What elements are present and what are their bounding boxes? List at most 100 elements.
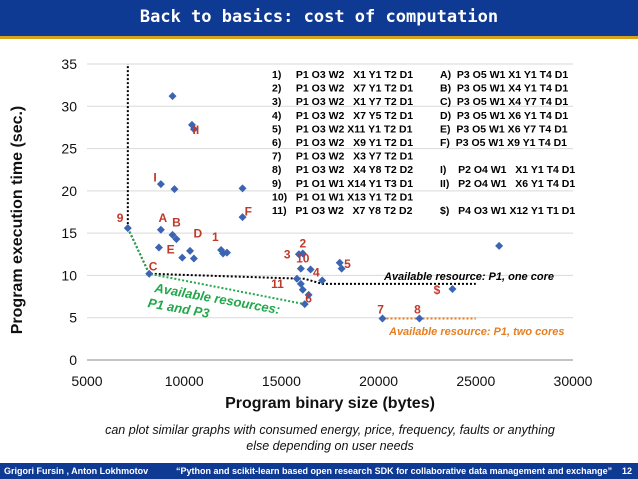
frontier-p1-p3-line (126, 227, 305, 306)
legend-right-entry: $) P4 O3 W1 X12 Y1 T1 D1 (440, 205, 575, 217)
legend-left-entry: 2) P1 O3 W2 X7 Y1 T2 D1 (272, 83, 413, 95)
y-tick-label: 0 (69, 352, 77, 368)
data-point (318, 276, 327, 285)
data-point (304, 290, 313, 299)
data-point (189, 254, 198, 263)
point-label: 5 (344, 257, 351, 271)
data-point (306, 265, 315, 274)
data-point (238, 213, 247, 222)
point-label: 11 (271, 277, 284, 291)
point-label: E (167, 242, 175, 256)
y-tick-label: 30 (61, 98, 77, 114)
resource-annotations: Available resource: P1, one core Availabl… (147, 271, 565, 338)
data-point (123, 224, 132, 233)
data-point (154, 243, 163, 252)
legend-right-entry: A) P3 O5 W1 X1 Y1 T4 D1 (440, 69, 568, 81)
data-point (170, 185, 179, 194)
legend-right-entry: II) P2 O4 W1 X6 Y1 T4 D1 (440, 178, 575, 190)
point-label: F (245, 204, 252, 218)
point-label: I (153, 171, 156, 185)
y-tick-label: 5 (69, 310, 77, 326)
footer-authors: Grigori Fursin , Anton Lokhmotov (4, 466, 149, 476)
slide-caption: can plot similar graphs with consumed en… (40, 422, 620, 454)
point-label: 6 (305, 291, 312, 305)
data-point (415, 314, 424, 323)
annotation-one-core: Available resource: P1, one core (383, 271, 554, 283)
y-tick-label: 15 (61, 225, 77, 241)
data-point (145, 269, 154, 278)
y-tick-label: 20 (61, 183, 77, 199)
point-label: 10 (296, 252, 310, 266)
data-point (172, 235, 181, 244)
point-label: 8 (414, 302, 421, 316)
x-tick-label: 5000 (71, 373, 102, 389)
legend-left-entry: 4) P1 O3 W2 X7 Y5 T2 D1 (272, 110, 413, 122)
frontier-lines (126, 64, 476, 320)
point-label: 9 (117, 211, 124, 225)
legend-left-entry: 8) P1 O3 W2 X4 Y8 T2 D2 (272, 164, 413, 176)
data-point (156, 180, 165, 189)
annotation-two-cores: Available resource: P1, two cores (388, 326, 564, 338)
annotation-p1-p3: Available resources:P1 and P3 (147, 280, 282, 321)
point-label: 1 (212, 230, 219, 244)
legend-left-entry: 10) P1 O1 W1 X13 Y1 T2 D1 (272, 191, 413, 203)
data-point (495, 241, 504, 250)
data-point (296, 264, 305, 273)
data-point (448, 284, 457, 293)
slide-title: Back to basics: cost of computation (139, 7, 499, 27)
data-point (168, 92, 177, 101)
legend-left-entry: 1) P1 O3 W2 X1 Y1 T2 D1 (272, 69, 413, 81)
caption-line-2: else depending on user needs (246, 439, 414, 453)
legend-right-entry: D) P3 O5 W1 X6 Y1 T4 D1 (440, 110, 568, 122)
point-label: 4 (313, 265, 320, 279)
data-point (186, 246, 195, 255)
data-point (156, 225, 165, 234)
data-point (168, 230, 177, 239)
data-point (189, 125, 198, 134)
footer-bar: Grigori Fursin , Anton Lokhmotov “Python… (0, 463, 638, 479)
point-label: $ (434, 283, 441, 297)
x-tick-label: 10000 (165, 373, 204, 389)
legend-right-entry: E) P3 O5 W1 X6 Y7 T4 D1 (440, 123, 568, 135)
legend-right-entry: C) P3 O5 W1 X4 Y7 T4 D1 (440, 96, 568, 108)
point-label: A (158, 211, 167, 225)
data-point (337, 264, 346, 273)
x-tick-label: 25000 (456, 373, 495, 389)
data-point (238, 184, 247, 193)
data-point (222, 248, 231, 257)
data-point (300, 300, 309, 309)
legend-left-entry: 11) P1 O3 W2 X7 Y8 T2 D2 (272, 205, 413, 217)
point-label: B (172, 215, 181, 229)
point-label: 3 (284, 248, 291, 262)
configuration-legend: 1) P1 O3 W2 X1 Y1 T2 D1 2) P1 O3 W2 X7 Y1… (272, 69, 575, 217)
y-tick-label: 35 (61, 56, 77, 72)
point-label: 7 (377, 302, 384, 316)
x-tick-label: 20000 (359, 373, 398, 389)
legend-right-entry: I) P2 O4 W1 X1 Y1 T4 D1 (440, 164, 575, 176)
footer-page-number: 12 (622, 466, 633, 476)
point-label: C (149, 259, 158, 273)
data-point (178, 253, 187, 262)
y-tick-label: 25 (61, 141, 77, 157)
point-label: II (193, 123, 200, 137)
data-point (298, 249, 307, 258)
legend-left-entry: 5) P1 O3 W2 X11 Y1 T2 D1 (272, 123, 413, 135)
data-point (292, 274, 301, 283)
legend-left-entry: 6) P1 O3 W2 X9 Y1 T2 D1 (272, 137, 413, 149)
x-tick-label: 15000 (262, 373, 301, 389)
point-label: 2 (299, 237, 306, 251)
legend-right-entry: F) P3 O5 W1 X9 Y1 T4 D1 (440, 137, 567, 149)
legend-left-entry: 3) P1 O3 W2 X1 Y7 T2 D1 (272, 96, 413, 108)
data-point (378, 314, 387, 323)
x-tick-label: 30000 (554, 373, 593, 389)
data-point (298, 285, 307, 294)
point-label: D (193, 226, 202, 240)
caption-line-1: can plot similar graphs with consumed en… (105, 423, 555, 437)
y-tick-label: 10 (61, 267, 77, 283)
legend-left-entry: 9) P1 O1 W1 X14 Y1 T3 D1 (272, 178, 413, 190)
legend-left-entry: 7) P1 O3 W2 X3 Y7 T2 D1 (272, 151, 413, 163)
data-point (187, 120, 196, 129)
